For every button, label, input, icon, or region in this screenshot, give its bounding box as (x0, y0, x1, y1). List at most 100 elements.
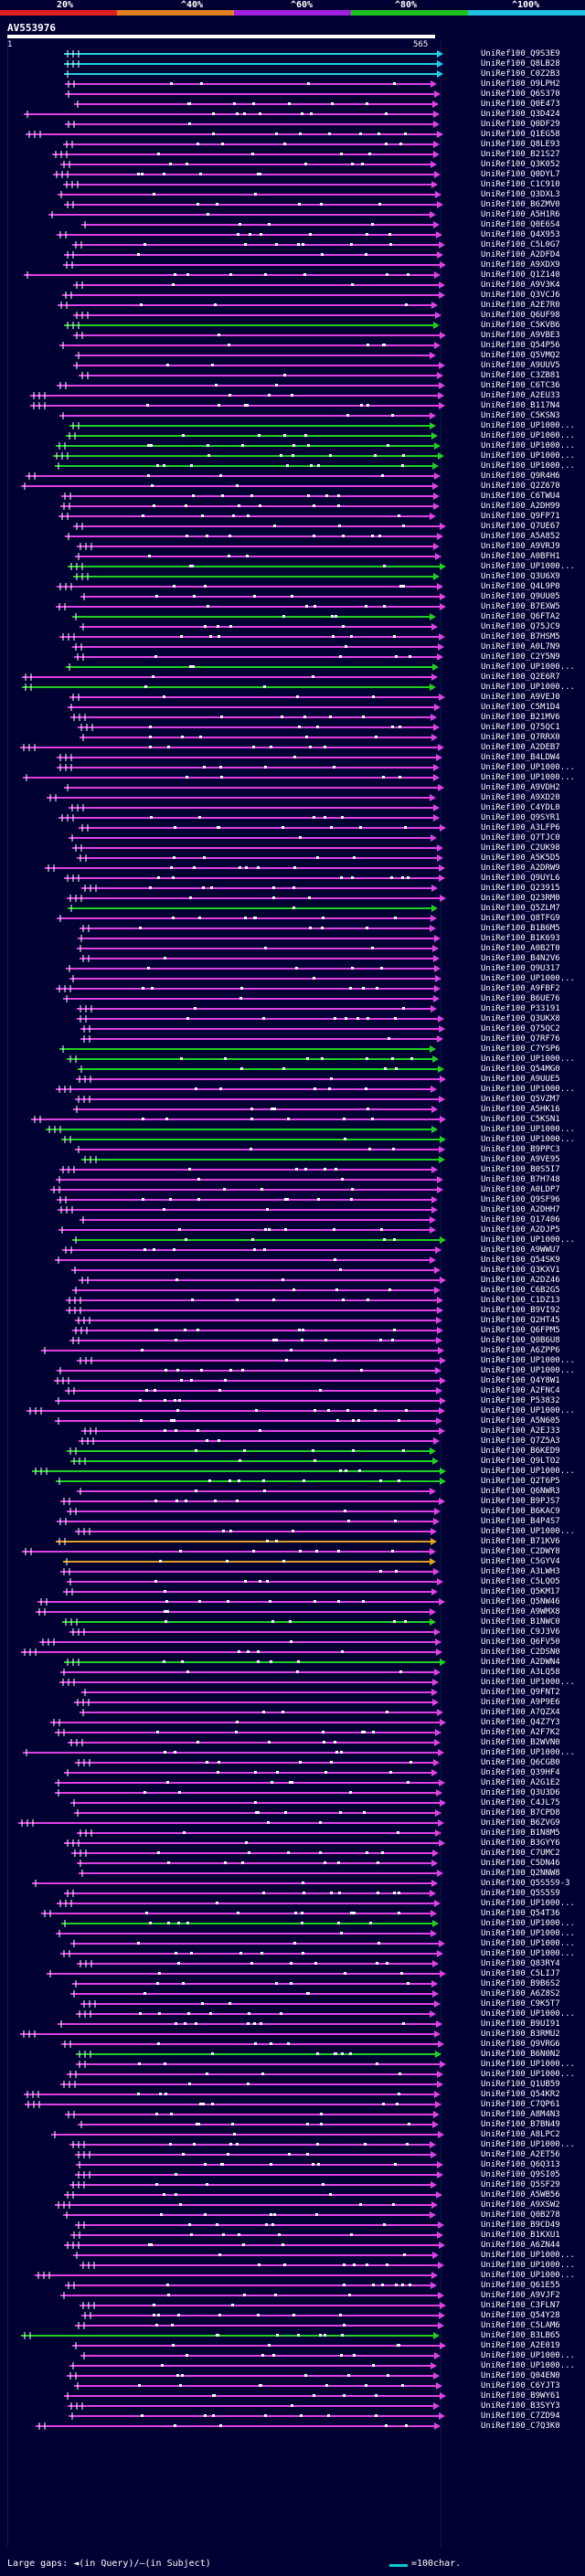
hit-label[interactable]: UniRef100_Q23915 (481, 884, 560, 893)
hit-label[interactable]: UniRef100_B9B6S2 (481, 1979, 560, 1988)
hit-label[interactable]: UniRef100_A9XSW2 (481, 2200, 560, 2210)
hit-label[interactable]: UniRef100_Q2HT45 (481, 1316, 560, 1325)
hit-label[interactable]: UniRef100_UP1000... (481, 974, 575, 983)
hit-label[interactable]: UniRef100_A2FNC4 (481, 1386, 560, 1395)
hit-label[interactable]: UniRef100_UP1000... (481, 1085, 575, 1094)
hit-label[interactable]: UniRef100_Q5VZM7 (481, 1095, 560, 1104)
hit-label[interactable]: UniRef100_UP1000... (481, 1919, 575, 1928)
hit-label[interactable]: UniRef100_Q0DF29 (481, 120, 560, 129)
hit-label[interactable]: UniRef100_Q39HF4 (481, 1768, 560, 1777)
hit-label[interactable]: UniRef100_A0BFH1 (481, 552, 560, 561)
hit-label[interactable]: UniRef100_UP1000... (481, 1929, 575, 1938)
hit-label[interactable]: UniRef100_A9VEJ0 (481, 693, 560, 702)
hit-label[interactable]: UniRef100_B1KXU1 (481, 2231, 560, 2240)
hit-label[interactable]: UniRef100_A9P9E6 (481, 1698, 560, 1707)
hit-label[interactable]: UniRef100_Q3DXL3 (481, 190, 560, 199)
hit-label[interactable]: UniRef100_Q54P56 (481, 341, 560, 350)
hit-label[interactable]: UniRef100_Q3D424 (481, 110, 560, 119)
hit-label[interactable]: UniRef100_Q4X953 (481, 230, 560, 239)
hit-label[interactable]: UniRef100_A2EJ33 (481, 1426, 560, 1436)
hit-label[interactable]: UniRef100_Q7UE67 (481, 522, 560, 531)
hit-label[interactable]: UniRef100_A2G1E2 (481, 1778, 560, 1787)
hit-label[interactable]: UniRef100_Q2NNW8 (481, 1869, 560, 1878)
hit-label[interactable]: UniRef100_Q6FV50 (481, 1638, 560, 1647)
hit-label[interactable]: UniRef100_A6ZPP6 (481, 1346, 560, 1355)
hit-label[interactable]: UniRef100_Q54SK9 (481, 1256, 560, 1265)
hit-label[interactable]: UniRef100_C5KSN1 (481, 1115, 560, 1124)
hit-label[interactable]: UniRef100_B7HSM5 (481, 632, 560, 641)
hit-label[interactable]: UniRef100_Q6FPM5 (481, 1326, 560, 1335)
hit-label[interactable]: UniRef100_Q54KR2 (481, 2090, 560, 2099)
hit-label[interactable]: UniRef100_UP1000... (481, 1055, 575, 1064)
hit-label[interactable]: UniRef100_Q9VRG6 (481, 2040, 560, 2049)
hit-label[interactable]: UniRef100_Q3K052 (481, 160, 560, 169)
hit-label[interactable]: UniRef100_A9XD20 (481, 793, 560, 802)
hit-label[interactable]: UniRef100_A2EU33 (481, 391, 560, 400)
hit-label[interactable]: UniRef100_C7ZD94 (481, 2412, 560, 2421)
hit-label[interactable]: UniRef100_Q2T6P5 (481, 1477, 560, 1486)
hit-label[interactable]: UniRef100_A0B2T0 (481, 944, 560, 953)
hit-label[interactable]: UniRef100_Q9S3E9 (481, 49, 560, 58)
hit-label[interactable]: UniRef100_A5N605 (481, 1416, 560, 1426)
hit-label[interactable]: UniRef100_Q0DYL7 (481, 170, 560, 179)
hit-label[interactable]: UniRef100_Q2Z670 (481, 482, 560, 491)
hit-label[interactable]: UniRef100_B21S27 (481, 150, 560, 159)
hit-label[interactable]: UniRef100_B6UE76 (481, 994, 560, 1003)
hit-label[interactable]: UniRef100_C0Z2B3 (481, 69, 560, 79)
hit-label[interactable]: UniRef100_Q4Z7Y3 (481, 1718, 560, 1727)
hit-label[interactable]: UniRef100_C9J3V6 (481, 1627, 560, 1637)
hit-label[interactable]: UniRef100_Q4L9P0 (481, 582, 560, 591)
hit-label[interactable]: UniRef100_Q5NW46 (481, 1597, 560, 1606)
hit-label[interactable]: UniRef100_C1C910 (481, 180, 560, 189)
hit-label[interactable]: UniRef100_A2DHH7 (481, 1205, 560, 1214)
hit-label[interactable]: UniRef100_B7CPD8 (481, 1808, 560, 1818)
hit-label[interactable]: UniRef100_UP1000... (481, 1748, 575, 1757)
hit-label[interactable]: UniRef100_Q7TJC0 (481, 833, 560, 843)
hit-label[interactable]: UniRef100_A9VRJ9 (481, 542, 560, 551)
hit-label[interactable]: UniRef100_Q3U3D6 (481, 1788, 560, 1797)
hit-label[interactable]: UniRef100_B1K693 (481, 934, 560, 943)
hit-label[interactable]: UniRef100_B6N0N2 (481, 2050, 560, 2059)
hit-label[interactable]: UniRef100_A9VBE3 (481, 331, 560, 340)
hit-label[interactable]: UniRef100_C3FLN7 (481, 2301, 560, 2310)
hit-label[interactable]: UniRef100_C6B2G5 (481, 1286, 560, 1295)
hit-label[interactable]: UniRef100_Q9UYL6 (481, 874, 560, 883)
hit-label[interactable]: UniRef100_B4LDW4 (481, 753, 560, 762)
hit-label[interactable]: UniRef100_Q1Z140 (481, 270, 560, 280)
hit-label[interactable]: UniRef100_B3LB65 (481, 2331, 560, 2340)
hit-label[interactable]: UniRef100_P33191 (481, 1004, 560, 1013)
hit-label[interactable]: UniRef100_UP1000... (481, 2361, 575, 2370)
hit-label[interactable]: UniRef100_A9XDX9 (481, 260, 560, 270)
hit-label[interactable]: UniRef100_Q17406 (481, 1215, 560, 1224)
hit-label[interactable]: UniRef100_UP1000... (481, 763, 575, 772)
hit-label[interactable]: UniRef100_UP1000... (481, 1235, 575, 1245)
hit-label[interactable]: UniRef100_Q8TFG9 (481, 914, 560, 923)
hit-label[interactable]: UniRef100_UP1000... (481, 1356, 575, 1365)
hit-label[interactable]: UniRef100_A2DFD4 (481, 250, 560, 260)
hit-label[interactable]: UniRef100_A9UUE5 (481, 1075, 560, 1084)
hit-label[interactable]: UniRef100_C7Q3K0 (481, 2422, 560, 2431)
hit-label[interactable]: UniRef100_UP1000... (481, 431, 575, 440)
hit-label[interactable]: UniRef100_Q6UF98 (481, 311, 560, 320)
hit-label[interactable]: UniRef100_B9UI91 (481, 2019, 560, 2029)
hit-label[interactable]: UniRef100_B6KAC9 (481, 1507, 560, 1516)
hit-label[interactable]: UniRef100_UP1000... (481, 663, 575, 672)
hit-label[interactable]: UniRef100_C1DZ13 (481, 1296, 560, 1305)
hit-label[interactable]: UniRef100_UP1000... (481, 2271, 575, 2280)
hit-label[interactable]: UniRef100_A9VDH2 (481, 783, 560, 792)
hit-label[interactable]: UniRef100_Q0E6S4 (481, 220, 560, 229)
hit-label[interactable]: UniRef100_B0S5I7 (481, 1165, 560, 1174)
hit-label[interactable]: UniRef100_B3SYY3 (481, 2401, 560, 2411)
hit-label[interactable]: UniRef100_A6Z8S2 (481, 1989, 560, 1998)
hit-label[interactable]: UniRef100_C7QP61 (481, 2100, 560, 2109)
hit-label[interactable]: UniRef100_C5KSN3 (481, 411, 560, 420)
hit-label[interactable]: UniRef100_B7H748 (481, 1175, 560, 1184)
hit-label[interactable]: UniRef100_UP1000... (481, 2070, 575, 2079)
hit-label[interactable]: UniRef100_Q5S5S9 (481, 1889, 560, 1898)
hit-label[interactable]: UniRef100_Q8LE93 (481, 140, 560, 149)
hit-label[interactable]: UniRef100_A5H1R6 (481, 210, 560, 219)
hit-label[interactable]: UniRef100_C6TWU4 (481, 492, 560, 501)
hit-label[interactable]: UniRef100_Q3KXV1 (481, 1266, 560, 1275)
hit-label[interactable]: UniRef100_Q9U317 (481, 964, 560, 973)
hit-label[interactable]: UniRef100_A2DZ46 (481, 1276, 560, 1285)
